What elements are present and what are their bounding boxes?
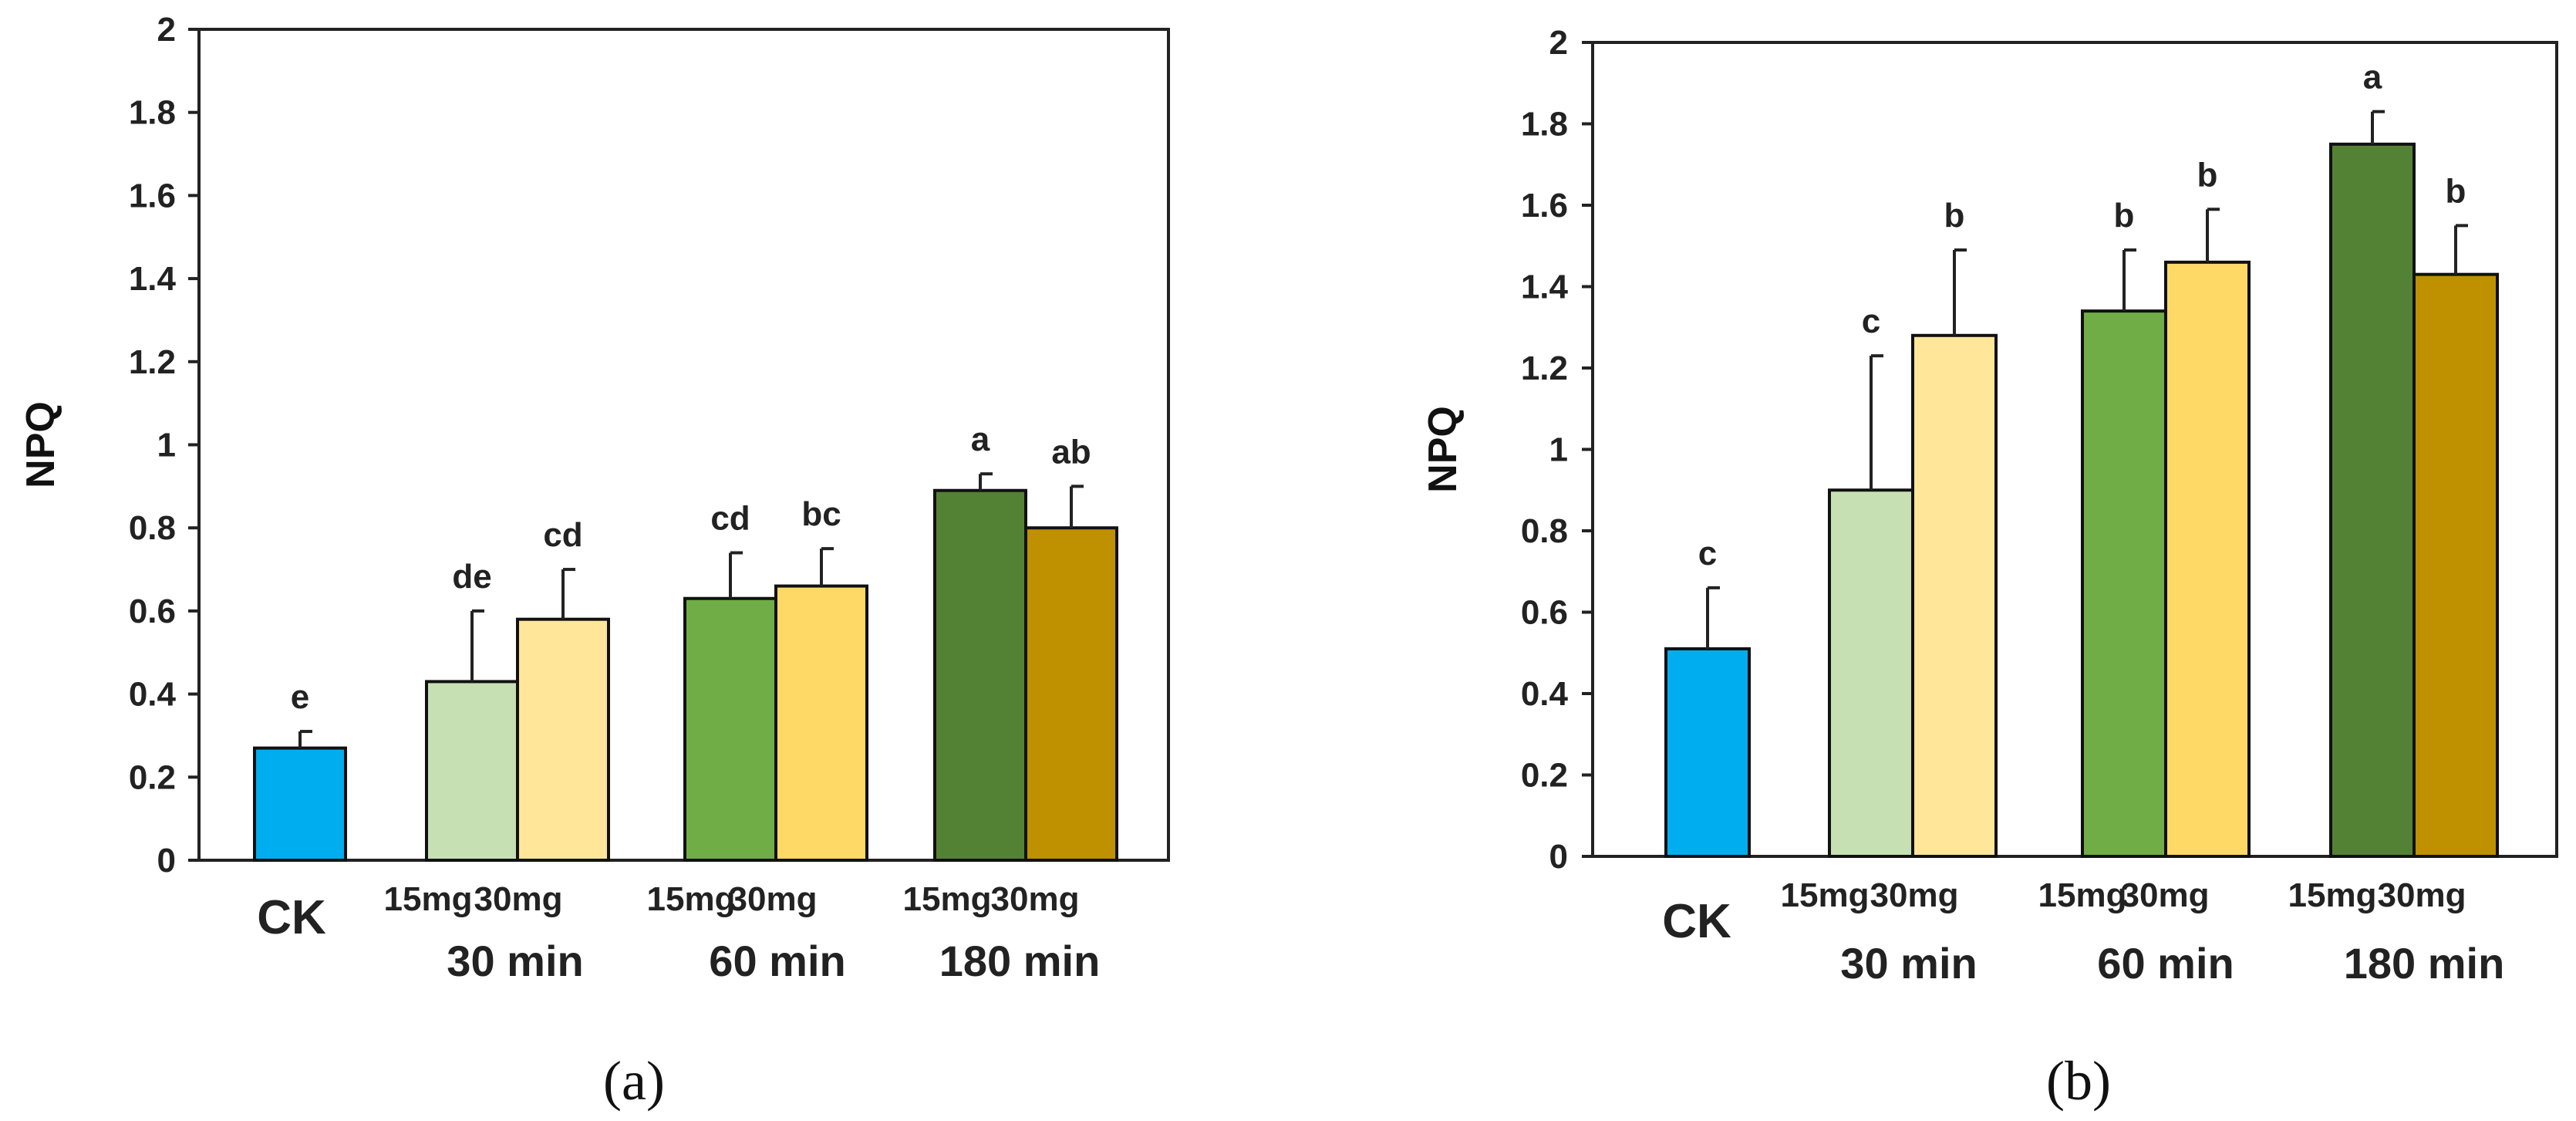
chart1-y-tick-label: 2 [157, 11, 176, 49]
chart2-bar [1911, 333, 1998, 858]
chart2-significance-label: b [2446, 172, 2466, 210]
chart2-bar [2164, 260, 2251, 859]
chart2-significance-label: c [1698, 535, 1717, 572]
chart1-x-label-dose: 15mg [903, 880, 992, 918]
chart2-significance-label: b [2114, 197, 2135, 235]
chart2-x-label-dose: 30mg [1870, 876, 1959, 914]
chart2-significance-label: b [1944, 197, 1965, 235]
chart1-y-tick-label: 0.8 [129, 509, 176, 547]
chart2-y-tick-label: 1.8 [1521, 106, 1568, 144]
chart2-x-label-dose: 15mg [2038, 876, 2127, 914]
chart1-x-label-group: 180 min [939, 937, 1101, 985]
chart2-y-tick-label: 1 [1549, 431, 1568, 469]
chart2-bar [2081, 309, 2167, 858]
chart2-bar [1664, 647, 1751, 858]
chart2-y-axis-label: NPQ [1421, 406, 1465, 493]
chart2-y-tick-label: 1.4 [1521, 268, 1569, 306]
chart1-bar [516, 617, 610, 862]
chart2-y-tick-label: 0.8 [1521, 512, 1568, 550]
chart1-significance-label: a [971, 420, 990, 458]
chart2-bar [1828, 488, 1914, 858]
chart2-x-label-group: 30 min [1840, 939, 1977, 988]
chart2-significance-label: c [1862, 302, 1880, 340]
chart1-x-label-dose: 30mg [729, 880, 818, 918]
chart1-y-tick-label: 1.4 [129, 260, 177, 298]
chart2-x-label-dose: 15mg [1781, 876, 1870, 914]
chart1-significance-label: de [452, 558, 491, 596]
chart1-significance-label: bc [801, 495, 841, 533]
chart1-x-label-ck: CK [257, 891, 326, 944]
chart1-x-label-dose: 15mg [647, 880, 736, 918]
chart1-bar [1024, 526, 1118, 862]
chart1-y-tick-label: 0.4 [129, 676, 177, 714]
chart2-bar [2329, 142, 2416, 858]
chart1-x-label-group: 60 min [709, 937, 845, 985]
chart2-y-tick-label: 1.6 [1521, 187, 1568, 225]
chart2-y-tick-label: 0.4 [1521, 675, 1569, 713]
chart1-y-tick-label: 0.6 [129, 593, 176, 630]
chart1-bar [933, 488, 1027, 862]
chart1-y-tick-label: 1 [157, 427, 176, 464]
chart1-y-tick-label: 1.2 [129, 343, 176, 381]
chart2-bar [2412, 272, 2499, 858]
chart2-x-label-group: 180 min [2344, 939, 2505, 988]
chart1-y-axis-label: NPQ [19, 401, 63, 488]
chart1-y-tick-label: 1.6 [129, 177, 176, 214]
chart1-x-label-dose: 15mg [384, 880, 473, 918]
chart1-bar [683, 596, 777, 862]
chart1-x-label-dose: 30mg [991, 880, 1080, 918]
chart1-significance-label: e [291, 678, 309, 716]
chart2-significance-label: b [2197, 156, 2218, 194]
chart2-y-tick-label: 0.6 [1521, 594, 1568, 632]
chart1-significance-label: cd [543, 516, 582, 554]
chart2-x-label-dose: 30mg [2121, 876, 2210, 914]
chart1-y-tick-label: 0 [157, 842, 176, 880]
chart2-y-tick-label: 1.2 [1521, 349, 1568, 387]
chart1-bar [425, 680, 519, 862]
chart1-bar [253, 746, 347, 862]
chart2-y-tick-label: 2 [1549, 24, 1568, 62]
chart2-x-label-dose: 15mg [2288, 876, 2377, 914]
chart1-x-label-dose: 30mg [474, 880, 563, 918]
chart2-y-tick-label: 0.2 [1521, 757, 1568, 795]
chart1-panel-label: (a) [603, 1050, 665, 1112]
chart1-significance-label: cd [710, 500, 750, 538]
chart2-panel-label: (b) [2046, 1050, 2111, 1112]
chart2-significance-label: a [2363, 59, 2382, 96]
chart2-x-label-ck: CK [1662, 895, 1731, 948]
chart1-x-label-group: 30 min [447, 937, 583, 985]
chart1-significance-label: ab [1051, 433, 1091, 471]
chart1-y-tick-label: 0.2 [129, 758, 176, 796]
chart1-bar [774, 584, 868, 863]
chart2-y-tick-label: 0 [1549, 838, 1568, 876]
chart2-x-label-dose: 30mg [2378, 876, 2466, 914]
chart1-y-tick-label: 1.8 [129, 94, 176, 132]
chart2-x-label-group: 60 min [2097, 939, 2234, 988]
